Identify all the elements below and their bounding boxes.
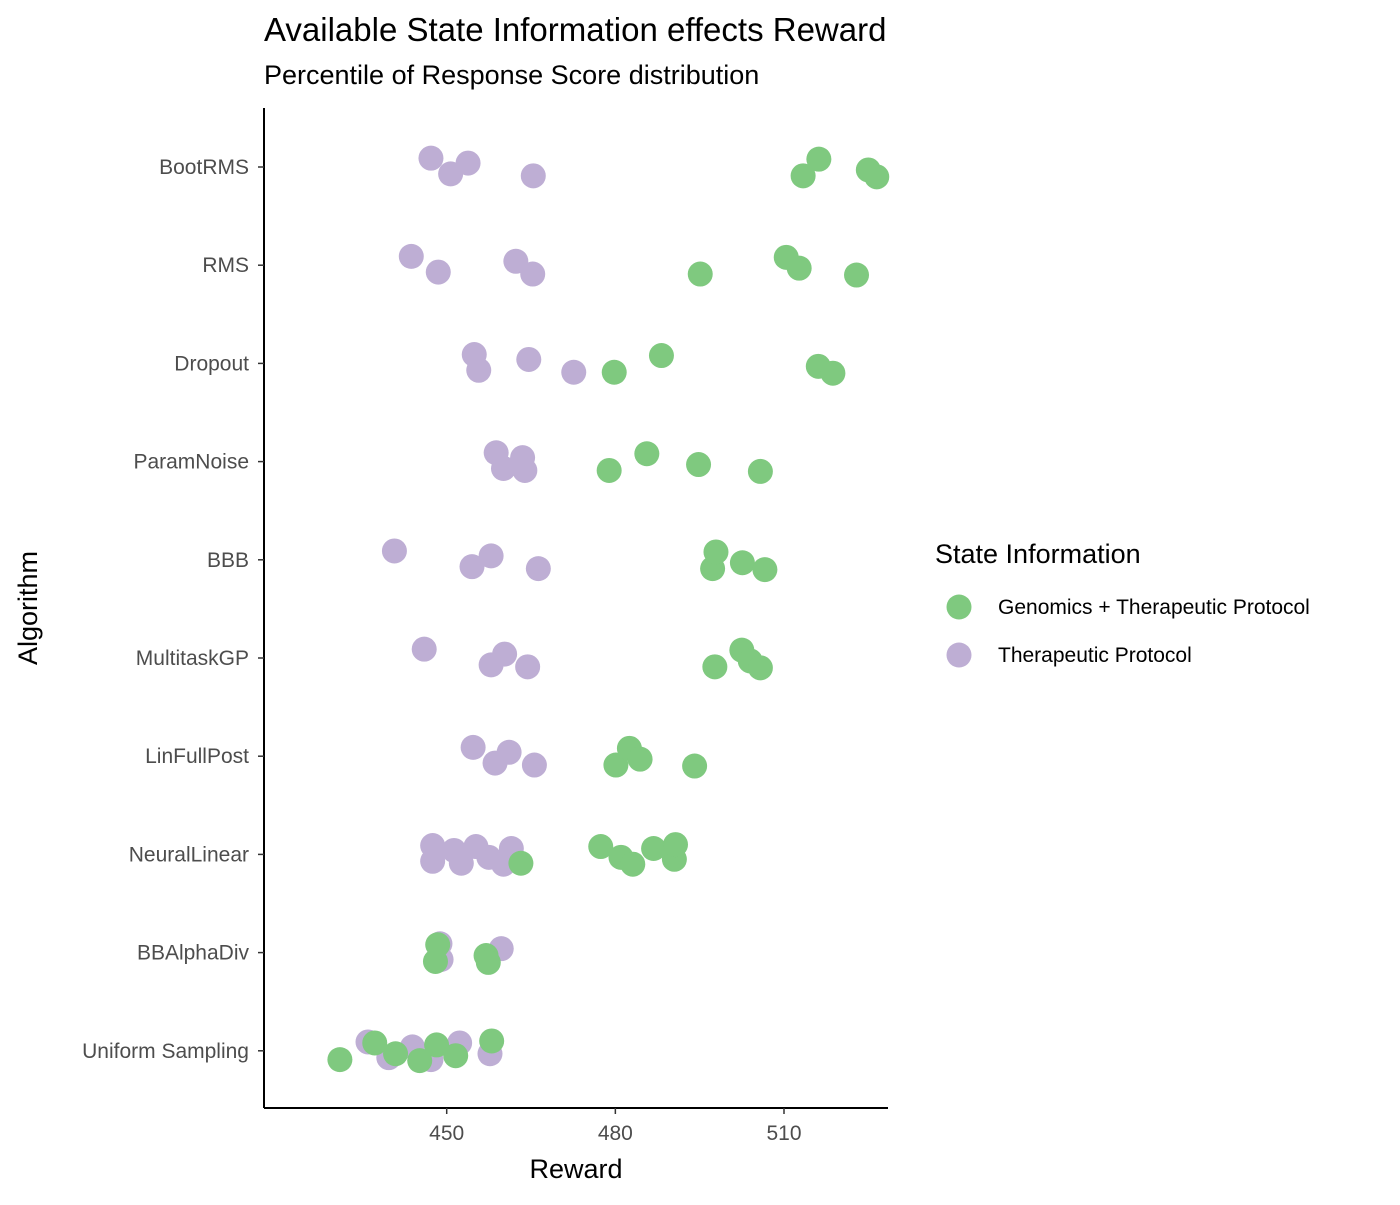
data-point-therapeutic-protocol-neurallinear xyxy=(420,848,446,874)
data-point-therapeutic-protocol-linfullpost xyxy=(496,739,522,765)
data-point-genomics-therapeutic-protocol-neurallinear xyxy=(663,832,689,858)
data-point-genomics-therapeutic-protocol-uniform-sampling xyxy=(407,1048,433,1074)
x-tick-label-450: 450 xyxy=(429,1122,464,1145)
x-tick-label-510: 510 xyxy=(766,1122,801,1145)
data-point-genomics-therapeutic-protocol-bbb xyxy=(729,550,755,576)
plot-area xyxy=(327,145,890,1074)
data-point-therapeutic-protocol-bootrms xyxy=(455,150,481,176)
y-tick-label-uniform-sampling: Uniform Sampling xyxy=(82,1040,249,1063)
data-point-therapeutic-protocol-bbb xyxy=(459,554,485,580)
legend-label-therapeutic-protocol: Therapeutic Protocol xyxy=(998,644,1192,667)
data-point-genomics-therapeutic-protocol-rms xyxy=(844,262,870,288)
data-point-genomics-therapeutic-protocol-multitaskgp xyxy=(747,655,773,681)
y-axis-ticks: BootRMS RMS Dropout ParamNoise BBB MultitaskG… xyxy=(82,156,264,1063)
data-point-therapeutic-protocol-dropout xyxy=(466,357,492,383)
data-point-therapeutic-protocol-bootrms xyxy=(418,145,444,171)
data-point-genomics-therapeutic-protocol-neurallinear xyxy=(620,851,646,877)
data-point-genomics-therapeutic-protocol-dropout xyxy=(820,360,846,386)
x-axis-title: Reward xyxy=(529,1154,622,1184)
data-point-genomics-therapeutic-protocol-linfullpost xyxy=(682,753,708,779)
legend-key-genomics-therapeutic-protocol xyxy=(946,594,972,620)
legend-key-therapeutic-protocol xyxy=(946,642,972,668)
data-point-genomics-therapeutic-protocol-dropout xyxy=(648,343,674,369)
data-point-genomics-therapeutic-protocol-bootrms xyxy=(790,163,816,189)
y-tick-label-bbalphadiv: BBAlphaDiv xyxy=(137,942,250,965)
data-point-therapeutic-protocol-multitaskgp xyxy=(492,641,518,667)
data-point-genomics-therapeutic-protocol-bbb xyxy=(703,539,729,565)
data-point-therapeutic-protocol-paramnoise xyxy=(512,457,538,483)
data-point-genomics-therapeutic-protocol-bootrms xyxy=(806,146,832,172)
legend-label-genomics-therapeutic-protocol: Genomics + Therapeutic Protocol xyxy=(998,596,1310,619)
data-point-genomics-therapeutic-protocol-neurallinear xyxy=(641,836,667,862)
data-point-genomics-therapeutic-protocol-uniform-sampling xyxy=(383,1041,409,1067)
data-point-therapeutic-protocol-rms xyxy=(425,259,451,285)
y-tick-label-neurallinear: NeuralLinear xyxy=(129,843,249,866)
data-point-genomics-therapeutic-protocol-rms xyxy=(786,255,812,281)
data-point-therapeutic-protocol-bbb xyxy=(478,543,504,569)
data-point-genomics-therapeutic-protocol-paramnoise xyxy=(634,441,660,467)
data-point-genomics-therapeutic-protocol-bbb xyxy=(752,557,778,583)
y-tick-label-multitaskgp: MultitaskGP xyxy=(136,647,249,670)
data-point-therapeutic-protocol-multitaskgp xyxy=(515,654,541,680)
y-axis-title: Algorithm xyxy=(13,551,43,665)
data-point-therapeutic-protocol-rms xyxy=(520,261,546,287)
data-point-genomics-therapeutic-protocol-multitaskgp xyxy=(702,654,728,680)
data-point-genomics-therapeutic-protocol-bootrms xyxy=(864,164,890,190)
y-tick-label-dropout: Dropout xyxy=(174,352,249,375)
x-axis-ticks: 450 480 510 xyxy=(429,1108,802,1145)
data-point-therapeutic-protocol-linfullpost xyxy=(460,734,486,760)
data-point-therapeutic-protocol-paramnoise xyxy=(490,455,516,481)
data-point-genomics-therapeutic-protocol-bbalphadiv xyxy=(425,932,451,958)
data-point-therapeutic-protocol-multitaskgp xyxy=(411,636,437,662)
data-point-genomics-therapeutic-protocol-uniform-sampling xyxy=(362,1030,388,1056)
y-tick-label-linfullpost: LinFullPost xyxy=(145,745,249,768)
data-point-genomics-therapeutic-protocol-paramnoise xyxy=(686,452,712,478)
y-tick-label-bbb: BBB xyxy=(207,549,249,572)
data-point-genomics-therapeutic-protocol-uniform-sampling xyxy=(424,1032,450,1058)
data-point-therapeutic-protocol-bbb xyxy=(525,556,551,582)
data-point-therapeutic-protocol-neurallinear xyxy=(448,850,474,876)
legend-title: State Information xyxy=(935,539,1141,569)
data-point-therapeutic-protocol-bootrms xyxy=(520,163,546,189)
data-point-therapeutic-protocol-dropout xyxy=(561,359,587,385)
data-point-genomics-therapeutic-protocol-linfullpost xyxy=(627,746,653,772)
data-point-genomics-therapeutic-protocol-neurallinear xyxy=(588,834,614,860)
data-point-genomics-therapeutic-protocol-neurallinear xyxy=(508,850,534,876)
data-point-genomics-therapeutic-protocol-uniform-sampling xyxy=(327,1047,353,1073)
data-point-genomics-therapeutic-protocol-rms xyxy=(687,261,713,287)
data-point-genomics-therapeutic-protocol-bbalphadiv xyxy=(475,949,501,975)
chart-subtitle: Percentile of Response Score distributio… xyxy=(264,60,759,90)
y-tick-label-bootrms: BootRMS xyxy=(159,156,249,179)
data-point-genomics-therapeutic-protocol-linfullpost xyxy=(603,752,629,778)
legend: State Information Genomics + Therapeutic… xyxy=(935,539,1310,668)
data-point-genomics-therapeutic-protocol-paramnoise xyxy=(596,457,622,483)
y-tick-label-rms: RMS xyxy=(202,254,249,277)
data-point-genomics-therapeutic-protocol-paramnoise xyxy=(747,458,773,484)
data-point-genomics-therapeutic-protocol-dropout xyxy=(601,359,627,385)
data-point-therapeutic-protocol-dropout xyxy=(516,346,542,372)
data-point-genomics-therapeutic-protocol-uniform-sampling xyxy=(443,1043,469,1069)
data-point-therapeutic-protocol-linfullpost xyxy=(521,752,547,778)
x-tick-label-480: 480 xyxy=(598,1122,633,1145)
data-point-genomics-therapeutic-protocol-uniform-sampling xyxy=(479,1028,505,1054)
data-point-therapeutic-protocol-bbb xyxy=(381,538,407,564)
y-tick-label-paramnoise: ParamNoise xyxy=(133,451,249,474)
chart-title: Available State Information effects Rewa… xyxy=(264,11,886,48)
data-point-therapeutic-protocol-rms xyxy=(398,243,424,269)
